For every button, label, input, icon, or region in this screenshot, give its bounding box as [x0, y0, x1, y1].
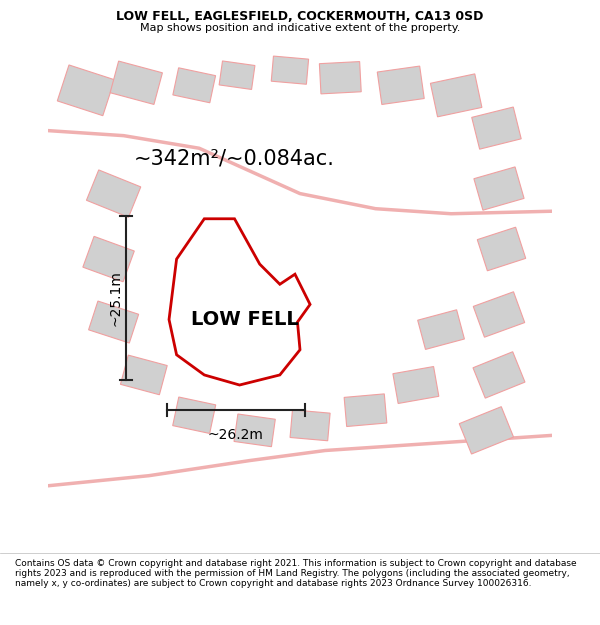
- Polygon shape: [110, 61, 163, 104]
- Polygon shape: [121, 355, 167, 395]
- Polygon shape: [459, 407, 514, 454]
- Polygon shape: [173, 68, 215, 102]
- Text: Contains OS data © Crown copyright and database right 2021. This information is : Contains OS data © Crown copyright and d…: [15, 559, 577, 588]
- Polygon shape: [219, 61, 255, 89]
- Polygon shape: [234, 414, 275, 447]
- Polygon shape: [58, 65, 115, 116]
- Polygon shape: [430, 74, 482, 117]
- Polygon shape: [173, 397, 216, 434]
- Polygon shape: [271, 56, 308, 84]
- Polygon shape: [169, 219, 310, 385]
- Text: LOW FELL, EAGLESFIELD, COCKERMOUTH, CA13 0SD: LOW FELL, EAGLESFIELD, COCKERMOUTH, CA13…: [116, 9, 484, 22]
- Text: ~25.1m: ~25.1m: [108, 270, 122, 326]
- Polygon shape: [86, 170, 141, 217]
- Polygon shape: [472, 107, 521, 149]
- Polygon shape: [473, 292, 524, 338]
- Polygon shape: [418, 310, 464, 349]
- Text: ~342m²/~0.084ac.: ~342m²/~0.084ac.: [134, 148, 335, 168]
- Polygon shape: [474, 167, 524, 210]
- Polygon shape: [89, 301, 139, 343]
- Text: LOW FELL: LOW FELL: [191, 310, 298, 329]
- Polygon shape: [83, 236, 134, 282]
- Polygon shape: [290, 410, 330, 441]
- Polygon shape: [344, 394, 387, 426]
- Text: ~26.2m: ~26.2m: [208, 428, 264, 442]
- Polygon shape: [473, 352, 525, 398]
- Polygon shape: [393, 366, 439, 404]
- Polygon shape: [377, 66, 424, 104]
- Polygon shape: [319, 62, 361, 94]
- Polygon shape: [477, 228, 526, 271]
- Text: Map shows position and indicative extent of the property.: Map shows position and indicative extent…: [140, 23, 460, 33]
